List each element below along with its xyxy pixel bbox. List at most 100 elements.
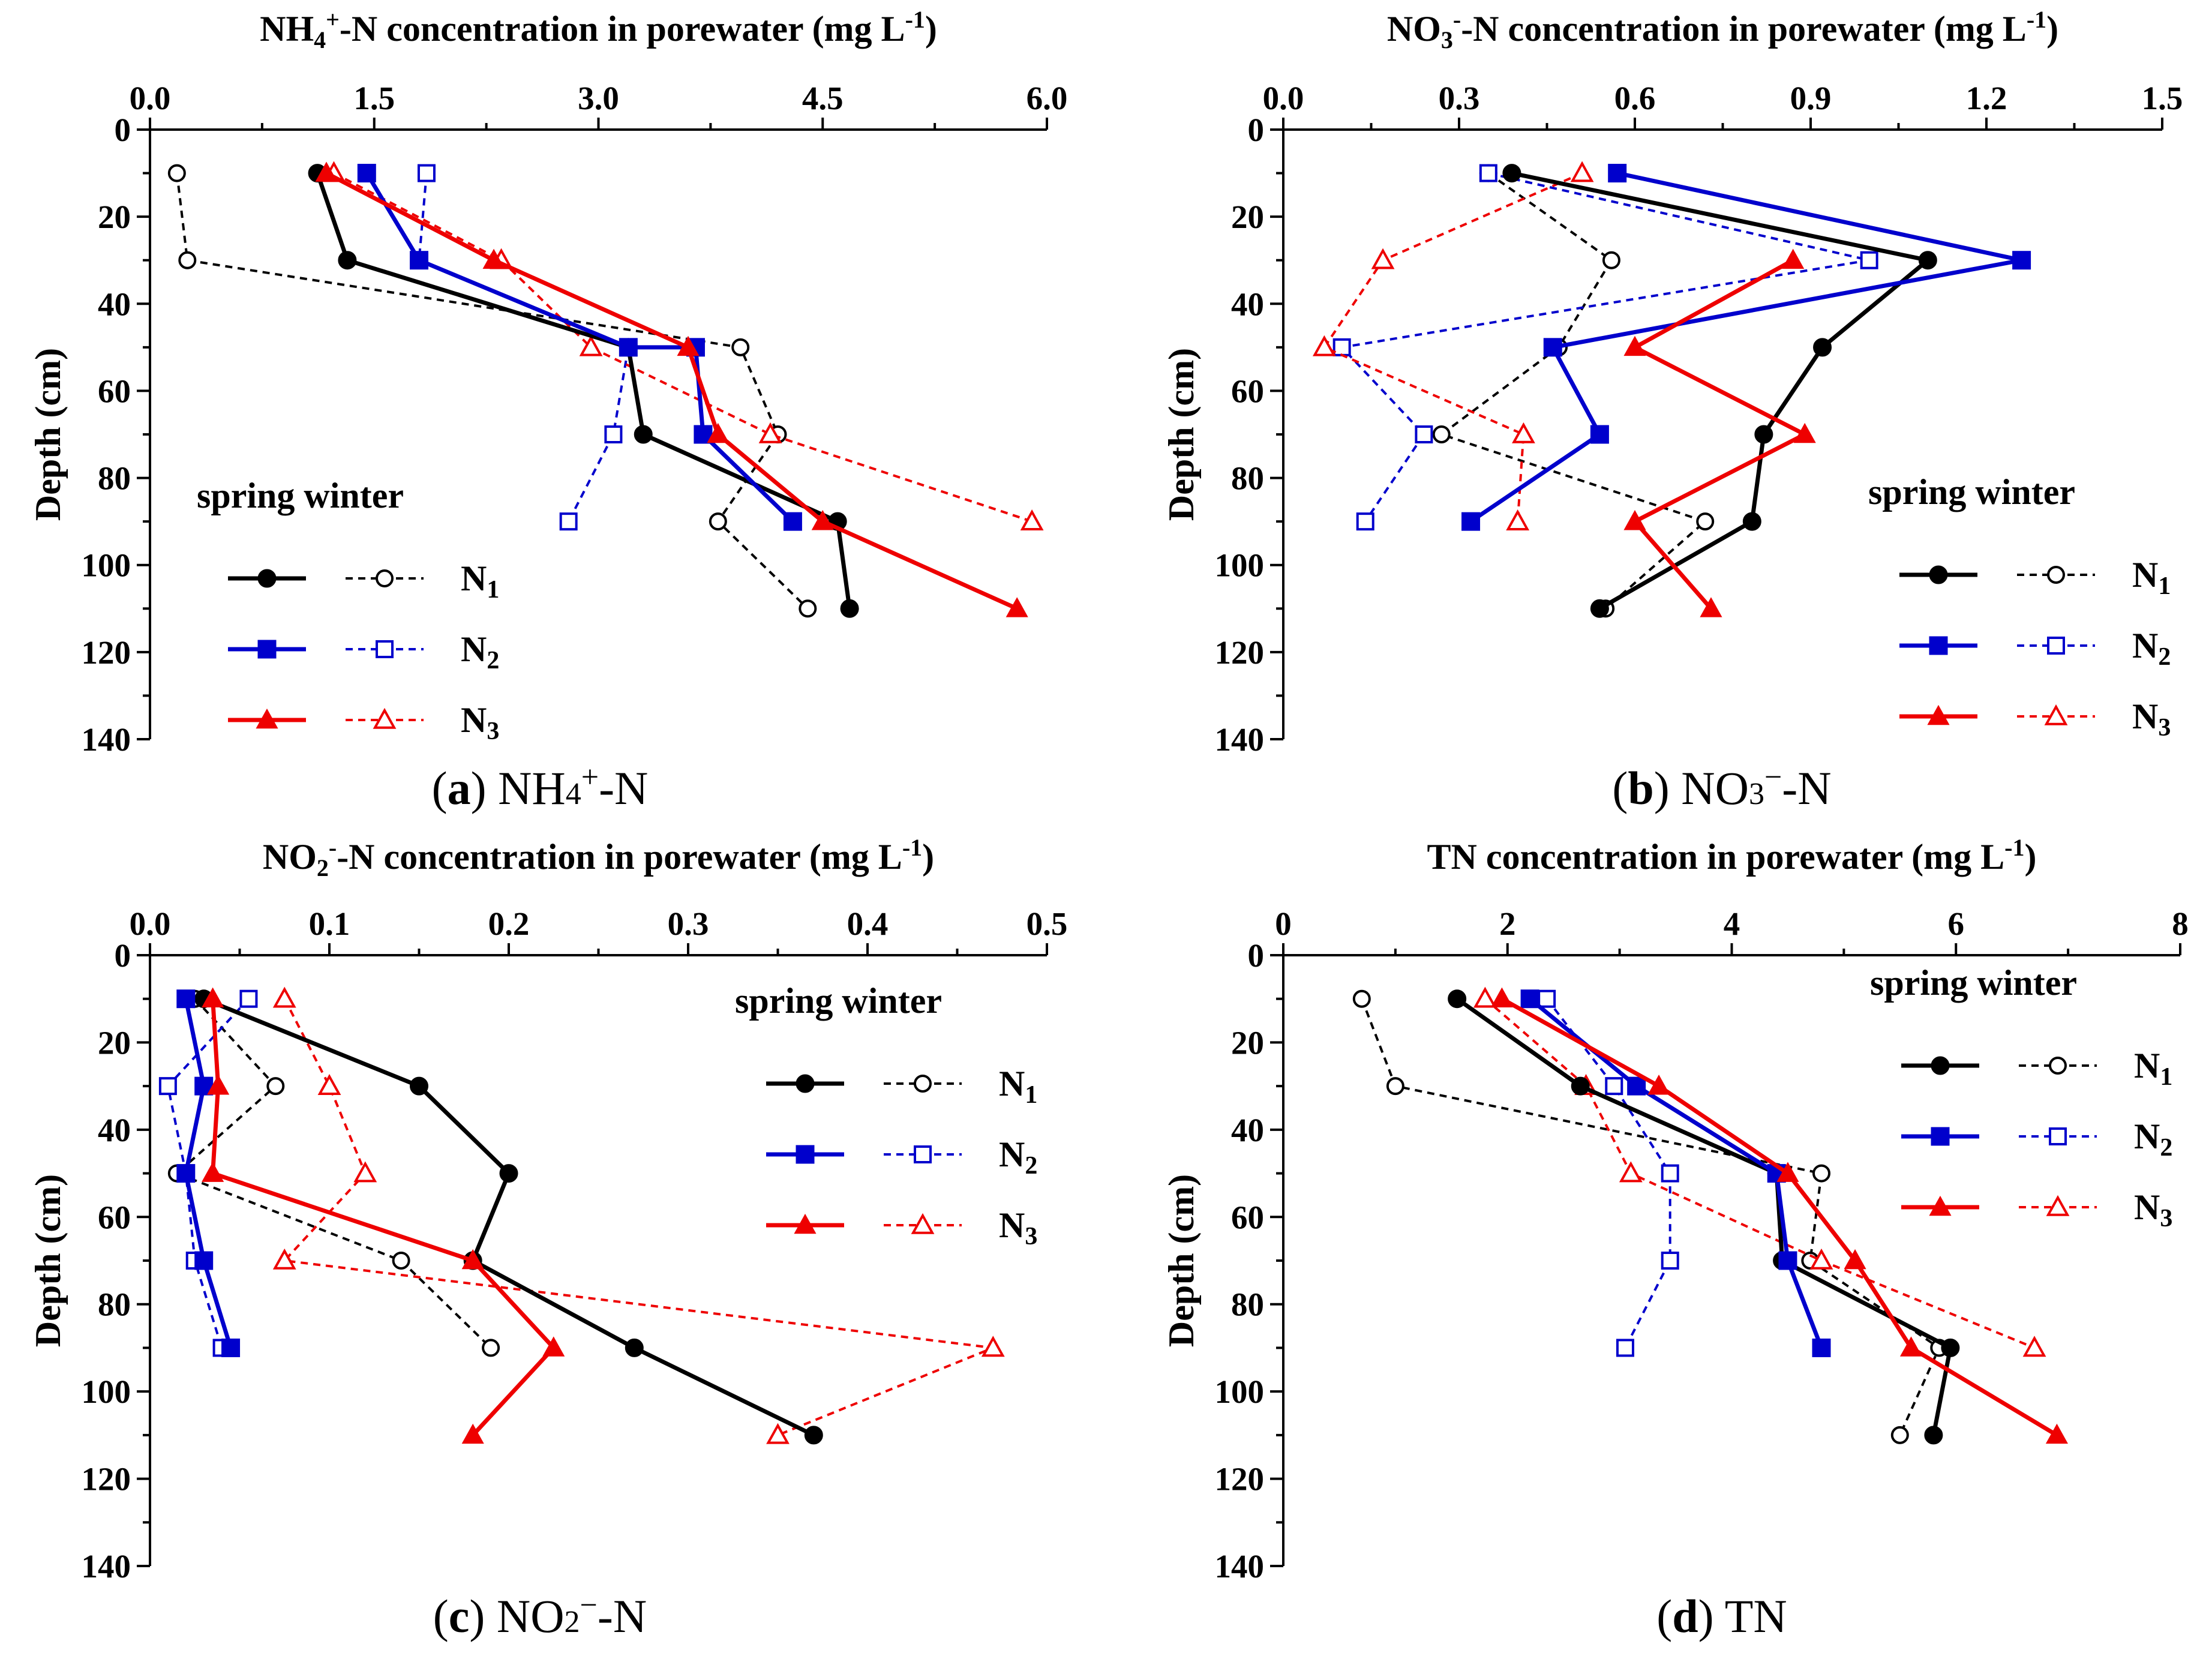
series-line — [1632, 258, 1807, 610]
series-line — [1360, 998, 1941, 1436]
data-point — [1860, 251, 1878, 269]
legend-marker-winter — [2049, 1057, 2067, 1075]
data-point — [1506, 509, 1530, 530]
data-point — [392, 1252, 410, 1270]
data-point — [1432, 425, 1451, 443]
x-tick-label: 1.5 — [2142, 80, 2183, 116]
data-point — [1415, 425, 1433, 443]
legend-marker-spring — [796, 1074, 815, 1093]
data-point — [1571, 1076, 1590, 1096]
legend-marker-winter — [376, 569, 394, 587]
data-point — [1502, 164, 1521, 183]
data-point — [499, 1164, 518, 1183]
legend-header: spring winter — [197, 476, 404, 515]
data-point — [410, 1076, 428, 1096]
data-point — [1661, 1164, 1679, 1183]
x-tick-label: 0.2 — [488, 905, 530, 942]
x-tick-label: 0.3 — [1439, 80, 1480, 116]
data-point — [1461, 512, 1481, 531]
data-point — [981, 1336, 1005, 1357]
legend-marker-spring — [1931, 1056, 1950, 1075]
x-tick-label: 0.1 — [309, 905, 350, 942]
y-tick-label: 40 — [98, 1112, 131, 1148]
y-tick-label: 140 — [1215, 721, 1265, 758]
data-point — [1700, 597, 1722, 617]
legend-marker-spring — [796, 1145, 815, 1164]
x-tick-label: 1.5 — [353, 80, 395, 116]
legend-label: N3 — [999, 1205, 1037, 1250]
chart-title: NO3--N concentration in porewater (mg L-… — [1387, 6, 2058, 53]
data-point — [315, 161, 338, 182]
legend-label: N2 — [2132, 626, 2171, 671]
series-n2-winter — [410, 164, 638, 531]
data-point — [202, 987, 224, 1008]
y-tick-label: 60 — [98, 1199, 131, 1235]
series-n2-winter — [1538, 989, 1679, 1357]
data-point — [619, 338, 638, 357]
legend-marker-winter — [2047, 637, 2065, 655]
data-point — [1602, 251, 1620, 269]
data-point — [1661, 1252, 1679, 1270]
data-point — [2012, 251, 2031, 270]
series-line — [1484, 998, 2035, 1349]
data-point — [804, 1426, 823, 1445]
y-tick-label: 60 — [1231, 1199, 1264, 1235]
data-point — [709, 512, 727, 531]
data-point — [811, 510, 834, 530]
legend-label: N2 — [2134, 1117, 2172, 1162]
data-point — [1479, 164, 1497, 182]
y-tick-label: 140 — [1215, 1548, 1265, 1585]
data-point — [1520, 989, 1539, 1009]
data-point — [1448, 989, 1467, 1009]
data-point — [1778, 1251, 1797, 1270]
data-point — [1538, 989, 1556, 1008]
y-tick-label: 140 — [82, 721, 131, 758]
legend-marker-winter — [911, 1213, 935, 1234]
series-n1-spring — [1502, 164, 1937, 618]
data-point — [202, 1162, 224, 1182]
legend-marker-winter — [2047, 566, 2065, 584]
panel-caption: (b) NO3−-N — [1612, 760, 1831, 814]
legend-header: spring winter — [1868, 472, 2075, 512]
series-line — [1500, 997, 2058, 1437]
x-tick-label: 4.5 — [802, 80, 844, 116]
series-line — [365, 172, 794, 523]
panel-caption: (d) TN — [1656, 1590, 1787, 1642]
legend-marker-winter — [373, 707, 397, 729]
data-point — [1543, 338, 1562, 357]
data-point — [1619, 1161, 1643, 1183]
series-n3-spring — [1623, 248, 1816, 617]
legend-label: N1 — [2132, 555, 2171, 600]
data-point — [176, 1164, 196, 1183]
data-point — [482, 248, 505, 269]
series-n3-winter — [1473, 986, 2046, 1357]
y-tick-label: 20 — [1231, 199, 1264, 235]
data-point — [1812, 1164, 1830, 1183]
x-tick-label: 6.0 — [1027, 80, 1068, 116]
legend: spring winter N1 N2 N3 — [1868, 472, 2171, 742]
legend-label: N1 — [461, 559, 499, 604]
data-point — [410, 251, 428, 270]
data-point — [1812, 1338, 1831, 1357]
data-point — [338, 251, 357, 270]
data-point — [1890, 1426, 1909, 1444]
legend-label: N3 — [461, 700, 499, 745]
data-point — [1386, 1077, 1404, 1096]
y-tick-label: 20 — [98, 199, 131, 235]
data-point — [1512, 422, 1535, 443]
legend-marker-spring — [1929, 636, 1948, 655]
series-line — [211, 998, 556, 1437]
series-n3-spring — [1490, 987, 2068, 1444]
series-line — [1340, 172, 1871, 523]
legend-marker-spring — [1929, 1195, 1952, 1216]
data-point — [1371, 248, 1395, 269]
chart-title: TN concentration in porewater (mg L-1) — [1427, 834, 2037, 877]
data-point — [1754, 425, 1773, 444]
data-point — [353, 1161, 377, 1183]
data-point — [2045, 1423, 2068, 1444]
data-point — [579, 335, 603, 356]
legend-marker-winter — [376, 640, 394, 658]
data-point — [1332, 338, 1351, 356]
legend-marker-spring — [256, 708, 278, 729]
y-tick-label: 100 — [1215, 547, 1265, 584]
